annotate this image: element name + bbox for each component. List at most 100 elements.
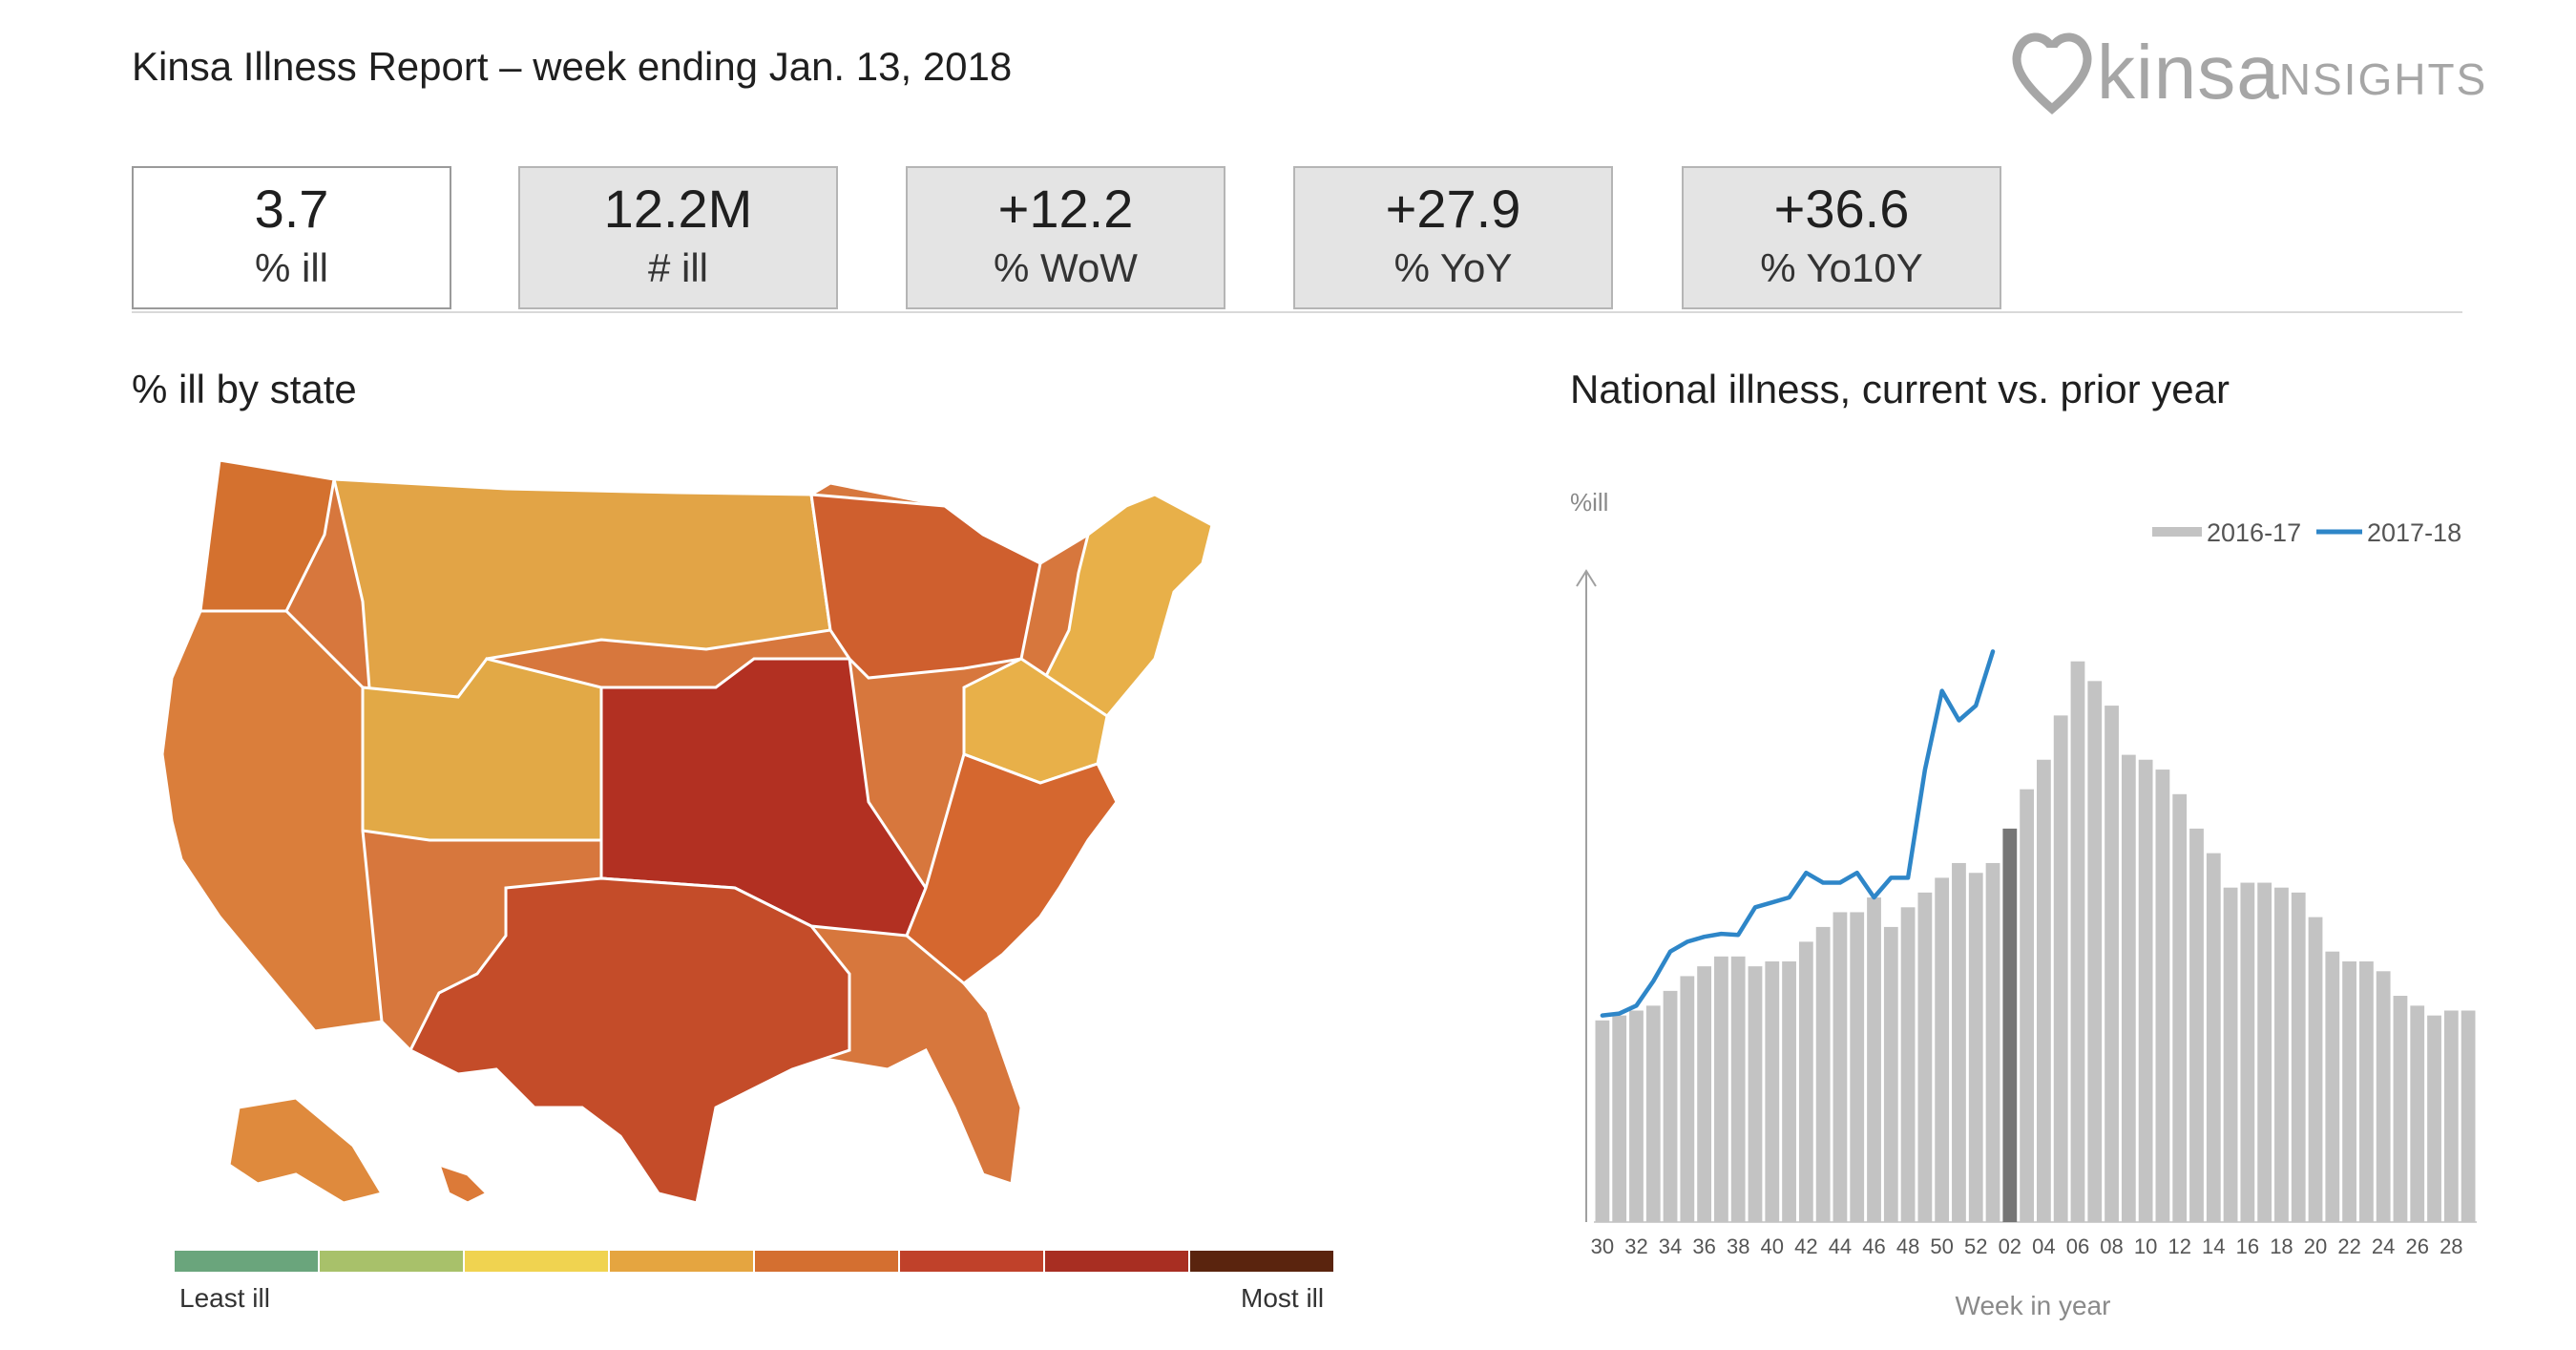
- bar: [2427, 1015, 2441, 1222]
- x-tick-label: 04: [2032, 1234, 2055, 1258]
- bar: [2257, 882, 2272, 1222]
- legend-swatch: [1190, 1251, 1333, 1272]
- stat-value: +27.9: [1385, 179, 1521, 239]
- legend-swatch: [900, 1251, 1043, 1272]
- series-line-2017-18: [1600, 649, 1996, 1018]
- bar: [1730, 956, 1746, 1222]
- bar: [1697, 966, 1712, 1222]
- bar: [2020, 789, 2034, 1222]
- stat-card-pct-ill: 3.7 % ill: [132, 166, 451, 309]
- bar: [1900, 907, 1916, 1222]
- bar: [2393, 996, 2408, 1222]
- bar: [1714, 956, 1728, 1222]
- stat-label: % ill: [254, 245, 328, 290]
- state-west-coast: [160, 609, 384, 1033]
- x-tick-label: 44: [1829, 1234, 1852, 1258]
- x-tick-label: 22: [2337, 1234, 2360, 1258]
- bar: [1765, 960, 1780, 1222]
- bar: [2121, 754, 2136, 1222]
- map-title: % ill by state: [132, 367, 357, 411]
- bar: [2308, 917, 2323, 1222]
- stat-value: +12.2: [997, 179, 1134, 239]
- state-alaska: [227, 1096, 385, 1205]
- bar: [2240, 882, 2255, 1222]
- bar: [2138, 759, 2153, 1222]
- bar: [1748, 966, 1763, 1222]
- stat-label: % Yo10Y: [1760, 245, 1923, 290]
- bar: [2037, 759, 2051, 1222]
- y-axis-label: %ill: [1570, 488, 1608, 517]
- x-tick-label: 42: [1794, 1234, 1817, 1258]
- report-title: Kinsa Illness Report – week ending Jan. …: [132, 44, 1013, 89]
- bar: [1935, 877, 1950, 1222]
- bar: [2105, 706, 2119, 1222]
- bar: [1612, 1015, 1627, 1222]
- stat-label: % WoW: [994, 245, 1138, 290]
- bar: [2274, 887, 2289, 1222]
- x-tick-label: 40: [1761, 1234, 1784, 1258]
- logo-insights: INSIGHTS: [2265, 54, 2488, 104]
- x-tick-label: 20: [2304, 1234, 2327, 1258]
- bar: [2172, 793, 2188, 1222]
- bar: [2189, 828, 2204, 1222]
- x-tick-label: 34: [1659, 1234, 1682, 1258]
- x-tick-label: 50: [1930, 1234, 1953, 1258]
- y-axis-arrow: [1576, 569, 1597, 587]
- x-tick-label: 24: [2372, 1234, 2395, 1258]
- state-upper-midwest: [809, 493, 1042, 680]
- x-tick-label: 06: [2066, 1234, 2089, 1258]
- x-tick-label: 26: [2405, 1234, 2428, 1258]
- stat-value: 12.2M: [603, 179, 753, 239]
- bar: [2358, 960, 2374, 1222]
- x-tick-label: 38: [1727, 1234, 1749, 1258]
- x-tick-label: 30: [1591, 1234, 1614, 1258]
- bar: [1595, 1020, 1610, 1222]
- legend-swatch: [1045, 1251, 1188, 1272]
- legend-least-label: Least ill: [179, 1283, 270, 1313]
- legend-swatch: [320, 1251, 463, 1272]
- bar: [1815, 926, 1831, 1222]
- legend-swatch: [755, 1251, 898, 1272]
- heart-icon: [2012, 32, 2092, 115]
- state-northeast: [1037, 493, 1214, 718]
- stat-card-yoy: +27.9 % YoY: [1293, 166, 1613, 309]
- divider: [132, 311, 2462, 313]
- stat-label: # ill: [647, 245, 709, 290]
- bar: [2223, 887, 2238, 1222]
- bar: [1968, 873, 1983, 1222]
- x-tick-label: 08: [2100, 1234, 2123, 1258]
- x-tick-label: 02: [1999, 1234, 2021, 1258]
- bar: [1798, 941, 1813, 1222]
- bar: [1663, 990, 1678, 1222]
- bar: [2461, 1010, 2476, 1222]
- bar: [1833, 912, 1848, 1222]
- bar: [2087, 681, 2103, 1222]
- bar: [2443, 1010, 2459, 1222]
- legend-label: 2017-18: [2367, 518, 2461, 547]
- logo-wordmark: kinsa: [2097, 30, 2280, 115]
- stat-value: +36.6: [1773, 179, 1910, 239]
- stat-card-yo10y: +36.6 % Yo10Y: [1682, 166, 2001, 309]
- national-illness-chart: %ill 30 32 34 36 38 40 42 44 46 48 50 52 02 04 06 08 10 12…: [1570, 488, 2477, 1320]
- us-illness-map: [160, 458, 1214, 1205]
- x-tick-label: 28: [2440, 1234, 2462, 1258]
- x-tick-label: 52: [1964, 1234, 1987, 1258]
- bar: [1917, 892, 1933, 1222]
- bar: [1645, 1005, 1661, 1222]
- stat-label: % YoY: [1393, 245, 1513, 290]
- bar: [1985, 862, 2000, 1222]
- bar: [1952, 862, 1966, 1222]
- legend-label: 2016-17: [2207, 518, 2301, 547]
- legend-swatch: [610, 1251, 753, 1272]
- bar: [2053, 715, 2068, 1222]
- bar: [1782, 960, 1796, 1222]
- bar: [1680, 976, 1695, 1222]
- legend-most-label: Most ill: [1241, 1283, 1325, 1313]
- x-axis-label: Week in year: [1956, 1291, 2111, 1320]
- x-tick-label: 10: [2134, 1234, 2157, 1258]
- x-tick-label: 46: [1862, 1234, 1885, 1258]
- bar: [1867, 897, 1881, 1222]
- bar: [2070, 661, 2085, 1222]
- x-tick-label: 18: [2270, 1234, 2293, 1258]
- bar: [1883, 926, 1898, 1222]
